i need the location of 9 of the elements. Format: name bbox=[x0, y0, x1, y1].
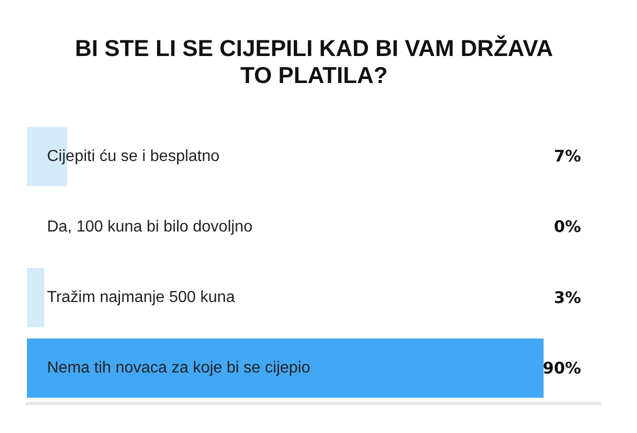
data-label: 3% bbox=[554, 288, 581, 307]
data-label: 90% bbox=[542, 358, 581, 378]
data-label: 0% bbox=[554, 217, 581, 236]
chart-title: BI STE LI SE CIJEPILI KAD BI VAM DRŽAVA TO PLATILA? bbox=[75, 34, 553, 88]
y-tick-label: Nema tih novaca za koje bi se cijepio bbox=[47, 360, 310, 377]
y-tick-label: Tražim najmanje 500 kuna bbox=[47, 289, 236, 306]
y-tick-label: Cijepiti ću se i besplatno bbox=[47, 148, 220, 165]
y-tick-label: Da, 100 kuna bi bilo dovoljno bbox=[47, 218, 253, 236]
data-label: 7% bbox=[554, 146, 581, 166]
